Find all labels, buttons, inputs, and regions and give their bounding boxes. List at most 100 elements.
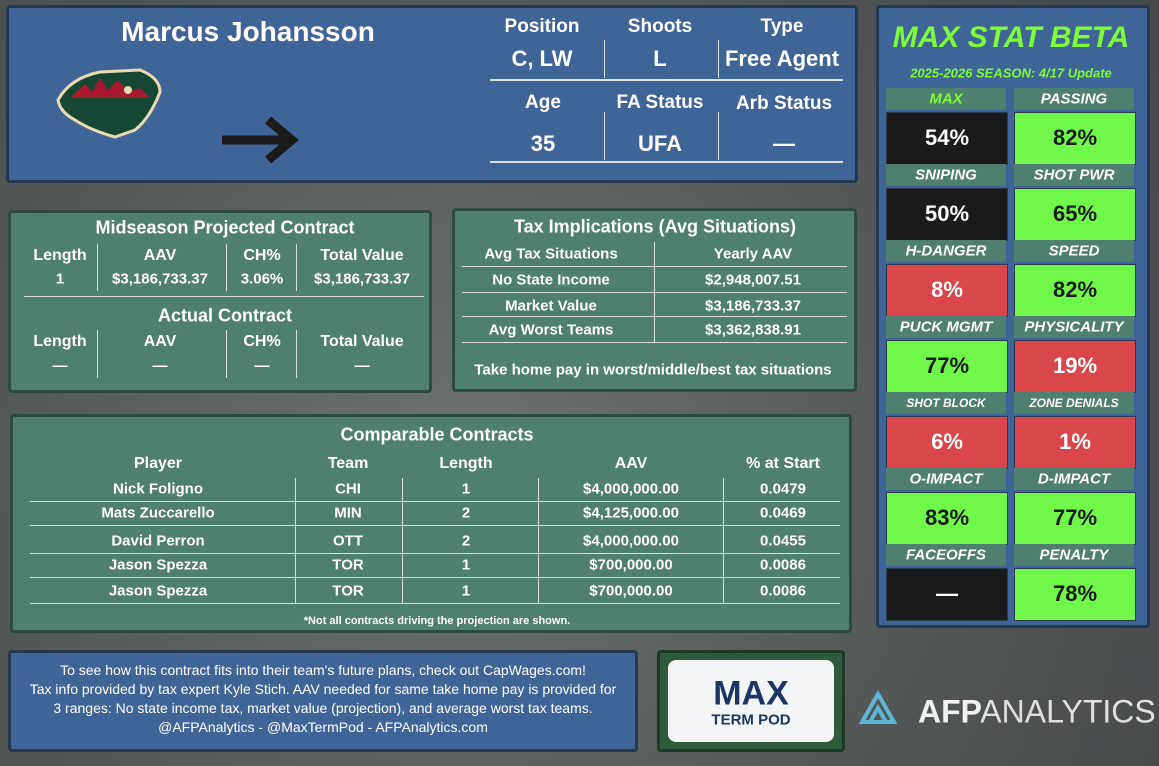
cell: Market Value: [505, 297, 597, 315]
divider: [718, 112, 719, 160]
stat-label: MAX: [929, 90, 963, 108]
afp-logo-text: ANALYTICS: [980, 693, 1156, 730]
field-value: L: [653, 46, 667, 71]
cell: $3,186,733.37: [705, 297, 801, 315]
cell: 1: [55, 270, 65, 288]
cell: $4,000,000.00: [583, 480, 679, 498]
stat-box: [886, 264, 1008, 317]
stat-value: 6%: [931, 429, 963, 454]
stat-value: 54%: [924, 125, 970, 150]
stat-label-band: [886, 468, 1006, 490]
divider: [718, 40, 719, 78]
stat-value: 78%: [1052, 581, 1098, 606]
cell: —: [152, 357, 168, 375]
column-header: Total Value: [320, 247, 404, 264]
section-title: Actual Contract: [157, 305, 293, 326]
stat-box: [1014, 188, 1136, 241]
stat-label: D-IMPACT: [1037, 470, 1111, 488]
cell: $700,000.00: [589, 582, 673, 600]
section-title: Tax Implications (Avg Situations): [513, 216, 797, 237]
stat-label-band: [1014, 544, 1134, 566]
cell: $3,186,733.37: [314, 270, 410, 288]
cell: 2: [461, 504, 471, 522]
stat-value: —: [936, 581, 958, 606]
player-name: Marcus Johansson: [121, 16, 375, 47]
afp-logo-text: AFP: [918, 693, 982, 730]
cell: Jason Spezza: [108, 556, 208, 574]
field-label: FA Status: [616, 92, 704, 113]
stats-subtitle: 2025-2026 SEASON: 4/17 Update: [910, 65, 1112, 81]
tax-note: Take home pay in worst/middle/best tax s…: [474, 361, 832, 379]
column-header: AAV: [614, 455, 648, 472]
stat-label-band: [886, 88, 1006, 110]
stat-value: 77%: [1052, 505, 1098, 530]
stat-box: [886, 568, 1008, 621]
cell: 0.0455: [760, 532, 806, 550]
column-header: AAV: [143, 247, 177, 264]
stat-box: [1014, 492, 1136, 545]
stat-label-band: [1014, 392, 1134, 414]
column-header: Total Value: [320, 333, 404, 350]
column-header: Length: [33, 333, 87, 350]
stat-box: [886, 112, 1008, 165]
stat-label-band: [886, 164, 1006, 186]
footer-line: @AFPAnalytics - @MaxTermPod - AFPAnalyti…: [158, 719, 488, 735]
divider: [30, 603, 840, 604]
stat-label-band: [886, 544, 1006, 566]
cell: $4,125,000.00: [583, 504, 679, 522]
column-header: Length: [439, 455, 493, 472]
stat-label-band: [1014, 316, 1134, 338]
stats-title: MAX STAT BETA: [892, 21, 1130, 54]
stat-box: [1014, 340, 1136, 393]
field-label: Shoots: [627, 16, 693, 37]
footer-line: To see how this contract fits into their…: [60, 662, 586, 678]
cell: No State Income: [492, 271, 610, 289]
footer-line: 3 ranges: No state income tax, market va…: [53, 700, 593, 716]
stat-label: O-IMPACT: [909, 470, 983, 488]
column-header: CH%: [243, 247, 281, 264]
field-label: Position: [504, 16, 580, 37]
contract-panel: [8, 210, 432, 393]
cell: TOR: [332, 582, 364, 600]
column-header: Length: [33, 247, 87, 264]
cell: TOR: [332, 556, 364, 574]
cell: 0.0086: [760, 582, 806, 600]
section-title: Midseason Projected Contract: [95, 217, 355, 238]
pod-logo-text: TERM POD: [711, 711, 791, 729]
pod-logo-frame: [657, 650, 845, 752]
stat-value: 8%: [931, 277, 963, 302]
stat-label-band: [886, 240, 1006, 262]
cell: MIN: [334, 504, 362, 522]
stat-box: [886, 492, 1008, 545]
divider: [97, 244, 98, 291]
field-value: —: [773, 131, 795, 156]
stat-label-band: [1014, 240, 1134, 262]
cell: 0.0479: [760, 480, 806, 498]
stat-label: ZONE DENIALS: [1029, 396, 1119, 410]
cell: 0.0469: [760, 504, 806, 522]
column-header: Player: [133, 455, 183, 472]
cell: $3,186,733.37: [112, 270, 208, 288]
stat-box: [886, 416, 1008, 469]
stat-label: PENALTY: [1039, 546, 1109, 564]
stat-label-band: [1014, 468, 1134, 490]
divider: [226, 244, 227, 291]
footnote: *Not all contracts driving the projectio…: [303, 615, 571, 627]
cell: 1: [461, 582, 471, 600]
divider: [490, 161, 843, 163]
arrow: [222, 116, 300, 164]
divider: [604, 40, 605, 78]
stat-label: SNIPING: [915, 166, 977, 184]
stat-value: 1%: [1059, 429, 1091, 454]
divider: [296, 330, 297, 378]
cell: 1: [461, 556, 471, 574]
footer-panel: [8, 650, 638, 752]
cell: —: [254, 357, 270, 375]
cell: Jason Spezza: [108, 582, 208, 600]
divider: [226, 330, 227, 378]
field-label: Type: [760, 16, 804, 37]
column-header: % at Start: [746, 455, 820, 472]
divider: [723, 478, 724, 604]
